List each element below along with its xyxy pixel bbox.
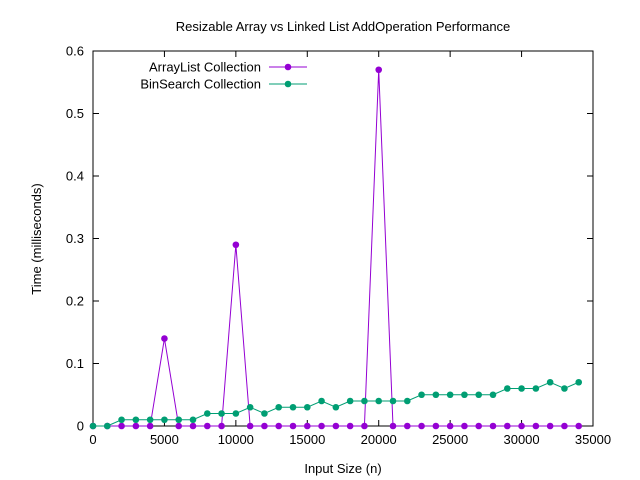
- x-tick-label: 35000: [575, 432, 611, 447]
- data-point: [146, 416, 154, 424]
- x-tick-label: 30000: [503, 432, 539, 447]
- x-tick-label: 15000: [289, 432, 325, 447]
- data-point: [418, 391, 425, 399]
- data-point: [518, 385, 525, 392]
- plot-series: [89, 66, 583, 430]
- data-point: [175, 416, 183, 424]
- data-point: [189, 422, 197, 430]
- data-point: [261, 422, 268, 430]
- data-point: [346, 397, 354, 405]
- data-point: [161, 335, 168, 342]
- y-tick-label: 0.6: [66, 44, 84, 59]
- data-point: [475, 422, 483, 430]
- data-point: [289, 403, 297, 411]
- data-point: [146, 422, 154, 430]
- x-tick-label: 0: [89, 432, 96, 447]
- y-tick-label: 0.3: [66, 231, 84, 246]
- data-point: [375, 397, 383, 405]
- data-point: [389, 397, 397, 405]
- data-point: [246, 422, 254, 430]
- data-point: [218, 422, 225, 430]
- data-point: [389, 422, 397, 430]
- data-point: [518, 422, 525, 430]
- data-point: [475, 391, 483, 399]
- data-point: [432, 391, 440, 399]
- data-point: [332, 403, 340, 411]
- legend-label: BinSearch Collection: [140, 77, 261, 92]
- legend-marker: [284, 63, 292, 71]
- data-point: [132, 422, 140, 430]
- chart-title: Resizable Array vs Linked List AddOperat…: [176, 19, 511, 34]
- data-point: [175, 422, 183, 430]
- y-tick-label: 0.4: [66, 169, 84, 184]
- x-axis-label: Input Size (n): [304, 461, 381, 476]
- data-point: [232, 241, 240, 249]
- data-point: [546, 422, 554, 430]
- data-point: [161, 416, 168, 424]
- data-point: [403, 397, 411, 405]
- data-point: [103, 422, 111, 430]
- data-point: [461, 422, 468, 430]
- data-point: [232, 410, 240, 417]
- series-binsearch-collection: [89, 378, 583, 430]
- x-tick-label: 5000: [150, 432, 179, 447]
- y-tick-label: 0.1: [66, 356, 84, 371]
- data-point: [332, 422, 340, 430]
- data-point: [118, 422, 125, 430]
- data-point: [375, 66, 383, 74]
- legend-label: ArrayList Collection: [149, 60, 261, 75]
- data-point: [261, 410, 268, 417]
- data-point: [246, 403, 254, 411]
- x-tick-label: 25000: [432, 432, 468, 447]
- axes: 0 5000 10000 15000 20000 25000 30000 35000 0 0.1 0…: [66, 44, 611, 448]
- data-point: [575, 422, 583, 430]
- data-point: [203, 422, 211, 430]
- y-tick-label: 0.2: [66, 294, 84, 309]
- data-point: [361, 397, 368, 405]
- legend-marker: [284, 80, 292, 88]
- data-point: [561, 385, 568, 392]
- y-tick-label: 0.5: [66, 106, 84, 121]
- data-point: [275, 422, 283, 430]
- data-point: [303, 403, 311, 411]
- data-point: [446, 391, 454, 399]
- data-point: [546, 378, 554, 386]
- data-point: [489, 391, 497, 399]
- data-point: [489, 422, 497, 430]
- data-point: [361, 422, 368, 430]
- data-point: [189, 416, 197, 424]
- data-point: [132, 416, 140, 424]
- legend: ArrayList Collection BinSearch Collection: [140, 60, 307, 92]
- data-point: [346, 422, 354, 430]
- y-axis-label: Time (milliseconds): [29, 183, 44, 294]
- data-point: [218, 410, 225, 417]
- data-point: [561, 422, 568, 430]
- data-point: [532, 385, 540, 392]
- data-point: [503, 385, 511, 392]
- series-arraylist-collection: [89, 66, 583, 430]
- data-point: [403, 422, 411, 430]
- data-point: [418, 422, 425, 430]
- data-point: [89, 422, 97, 430]
- data-point: [303, 422, 311, 430]
- data-point: [446, 422, 454, 430]
- data-point: [203, 410, 211, 417]
- data-point: [503, 422, 511, 430]
- y-tick-label: 0: [77, 419, 84, 434]
- data-point: [275, 403, 283, 411]
- data-point: [289, 422, 297, 430]
- data-point: [532, 422, 540, 430]
- data-point: [318, 422, 325, 430]
- x-tick-label: 10000: [218, 432, 254, 447]
- x-tick-label: 20000: [361, 432, 397, 447]
- data-point: [118, 416, 125, 424]
- data-point: [461, 391, 468, 399]
- data-point: [575, 378, 583, 386]
- data-point: [432, 422, 440, 430]
- data-point: [318, 397, 325, 405]
